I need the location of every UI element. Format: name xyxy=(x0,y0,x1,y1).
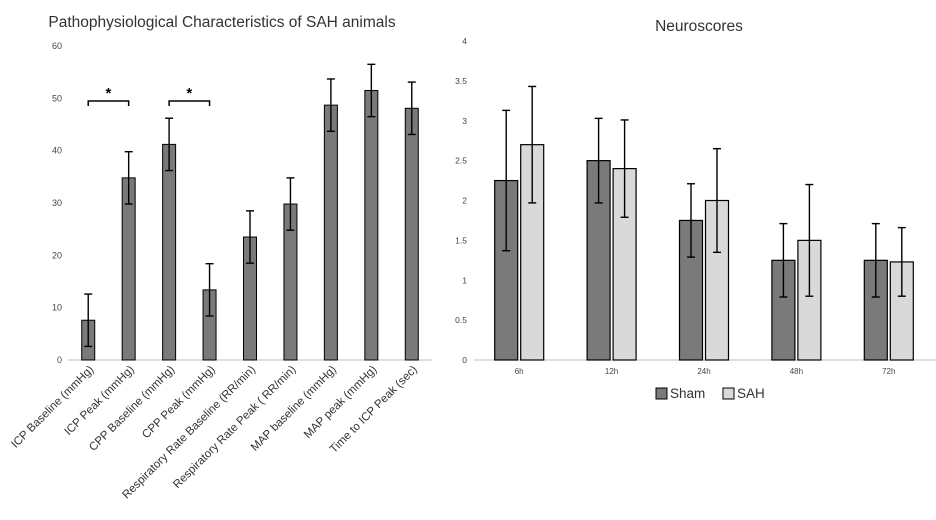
left-x-tick-label: CPP Peak (mmHg) xyxy=(140,364,218,442)
left-y-tick-label: 50 xyxy=(52,93,62,103)
right-y-tick-label: 1.5 xyxy=(455,235,467,245)
left-chart: 0 10 20 30 40 50 60 ICP Baseline (mmHg)ICP Peak… xyxy=(9,41,432,501)
legend-swatch-sham xyxy=(655,387,668,400)
left-y-tick-label: 0 xyxy=(57,355,62,365)
significance-star: * xyxy=(106,85,112,102)
right-y-tick-label: 0.5 xyxy=(455,315,467,325)
right-y-tick-label: 0 xyxy=(462,355,467,365)
right-x-tick-label: 24h xyxy=(697,367,710,376)
right-y-tick-label: 4 xyxy=(462,36,467,46)
left-x-tick-label: MAP peak (mmHg) xyxy=(302,364,380,442)
left-y-tick-label: 60 xyxy=(52,41,62,51)
right-y-tick-label: 1 xyxy=(462,275,467,285)
left-chart-title: Pathophysiological Characteristics of SA… xyxy=(48,14,396,31)
right-y-tick-label: 3 xyxy=(462,116,467,126)
right-chart: 0 0.5 1 1.5 2 2.5 3 3.5 4 6h 12h 24h 48h 72h Sham SAH xyxy=(455,36,936,401)
right-y-tick-label: 2 xyxy=(462,196,467,206)
legend-swatch-sah xyxy=(722,387,735,400)
left-y-tick-label: 30 xyxy=(52,198,62,208)
significance-star: * xyxy=(186,85,192,102)
left-bar xyxy=(162,143,177,361)
legend-label-sham: Sham xyxy=(670,386,705,401)
legend-label-sah: SAH xyxy=(737,386,765,401)
left-bar xyxy=(404,107,419,361)
right-x-tick-label: 12h xyxy=(605,367,618,376)
right-y-tick-label: 2.5 xyxy=(455,156,467,166)
right-x-tick-label: 48h xyxy=(790,367,803,376)
left-bar xyxy=(364,89,379,361)
significance-bracket xyxy=(87,100,130,106)
left-y-tick-label: 10 xyxy=(52,303,62,313)
right-chart-title: Neuroscores xyxy=(655,18,743,35)
right-x-tick-label: 72h xyxy=(882,367,895,376)
left-x-tick-label: ICP Baseline (mmHg) xyxy=(9,364,96,451)
significance-bracket xyxy=(168,100,211,106)
left-y-tick-label: 40 xyxy=(52,146,62,156)
right-x-tick-label: 6h xyxy=(515,367,524,376)
right-y-tick-label: 3.5 xyxy=(455,76,467,86)
left-bar xyxy=(121,177,136,361)
left-bar xyxy=(323,104,338,361)
left-x-tick-label: ICP Peak (mmHg) xyxy=(62,364,136,438)
left-y-tick-label: 20 xyxy=(52,250,62,260)
